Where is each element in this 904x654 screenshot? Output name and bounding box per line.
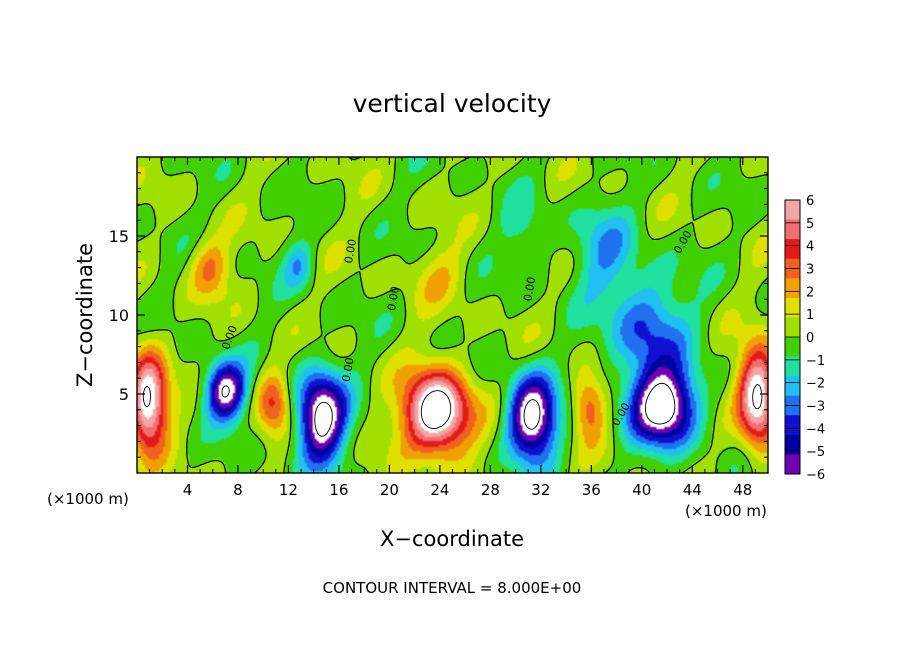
contour-lines: 0.000.000.00 0.000.000.000.00 [137, 157, 768, 473]
x-unit-right: (×1000 m) [685, 502, 767, 520]
x-tick-label: 12 [279, 481, 298, 499]
x-tick-label: 8 [233, 481, 243, 499]
x-tick-label: 36 [582, 481, 601, 499]
y-tick-label: 15 [109, 227, 129, 246]
colorbar-swatch [785, 434, 800, 455]
colorbar-label: 1 [806, 308, 814, 323]
y-tick-label: 5 [119, 385, 129, 404]
colorbar-label: −4 [806, 422, 825, 437]
y-axis: 5 10 15 [109, 172, 768, 458]
colorbar-swatch [785, 278, 800, 299]
y-axis-label: Z−coordinate [73, 243, 97, 387]
colorbar-label: −2 [806, 377, 825, 392]
plot-area: 0.000.000.00 0.000.000.000.00 [137, 157, 768, 473]
colorbar-label: −3 [806, 400, 825, 415]
chart-title: vertical velocity [353, 89, 552, 118]
contour-label: 0.00 [521, 276, 538, 302]
colorbar-label: −1 [806, 354, 825, 369]
x-tick-label: 4 [183, 481, 193, 499]
colorbar-swatch [785, 454, 800, 475]
colorbar: 6 5 4 3 2 1 0 −1 −2 −3 −4 −5 −6 [784, 194, 825, 483]
velocity-field [137, 157, 768, 473]
contour-interval-note: CONTOUR INTERVAL = 8.000E+00 [323, 579, 582, 597]
colorbar-label: 0 [806, 331, 814, 346]
contour-label: 0.00 [342, 238, 359, 264]
colorbar-swatch [785, 200, 800, 221]
x-unit-left: (×1000 m) [47, 490, 129, 508]
contour-label: 0.00 [340, 356, 357, 382]
colorbar-label: 4 [806, 240, 814, 255]
contour-zero [137, 157, 768, 473]
colorbar-swatch [785, 317, 800, 338]
colorbar-label: 2 [806, 285, 814, 300]
colorbar-swatch [785, 376, 800, 397]
x-tick-label: 48 [733, 481, 752, 499]
contour-positive [142, 383, 763, 429]
x-axis-label: X−coordinate [380, 527, 524, 551]
contour-negative [221, 382, 676, 437]
x-tick-label: 28 [481, 481, 500, 499]
colorbar-label: 5 [806, 217, 814, 232]
colorbar-label: −6 [806, 468, 825, 483]
x-tick-label: 32 [531, 481, 550, 499]
colorbar-label: 3 [806, 263, 814, 278]
x-tick-label: 44 [683, 481, 702, 499]
colorbar-swatch [785, 356, 800, 377]
x-axis: 4 8 12 16 20 24 28 32 36 40 44 48 [149, 157, 756, 499]
y-tick-label: 10 [109, 306, 129, 325]
colorbar-swatch [785, 239, 800, 260]
x-tick-label: 24 [430, 481, 449, 499]
x-tick-label: 40 [632, 481, 651, 499]
contour-label: 0.00 [385, 285, 402, 311]
colorbar-label: −5 [806, 445, 825, 460]
x-tick-label: 16 [329, 481, 348, 499]
x-tick-label: 20 [380, 481, 399, 499]
colorbar-swatch [785, 415, 800, 436]
colorbar-swatch [785, 297, 800, 318]
colorbar-swatch [785, 219, 800, 240]
colorbar-swatch [785, 337, 800, 358]
colorbar-label: 6 [806, 194, 814, 209]
